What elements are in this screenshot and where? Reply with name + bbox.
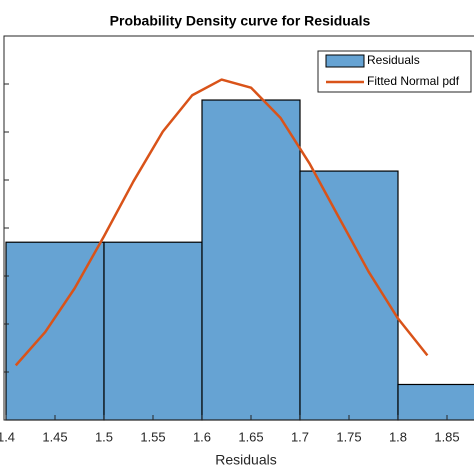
histogram-bar	[5, 241, 105, 421]
histogram-bar	[201, 99, 301, 421]
fitted-curve	[14, 78, 429, 367]
x-tick-label: 1.55	[140, 429, 165, 444]
legend-label: Residuals	[367, 53, 420, 67]
x-tick-label: 1.6	[193, 429, 211, 444]
histogram-bar	[103, 241, 203, 421]
legend-label: Fitted Normal pdf	[367, 74, 460, 88]
legend-swatch	[325, 54, 365, 68]
x-tick-label: 1.5	[95, 429, 113, 444]
x-tick-label: 1.85	[434, 429, 459, 444]
x-tick-label: 1.4	[0, 429, 15, 444]
chart-title: Probability Density curve for Residuals	[110, 13, 371, 29]
histogram-bar	[299, 170, 399, 421]
histogram-bar	[397, 383, 474, 421]
x-tick-label: 1.75	[336, 429, 361, 444]
x-tick-label: 1.8	[389, 429, 407, 444]
x-axis-label: Residuals	[215, 452, 276, 468]
x-tick-label: 1.65	[238, 429, 263, 444]
x-tick-label: 1.7	[291, 429, 309, 444]
x-tick-label: 1.45	[42, 429, 67, 444]
